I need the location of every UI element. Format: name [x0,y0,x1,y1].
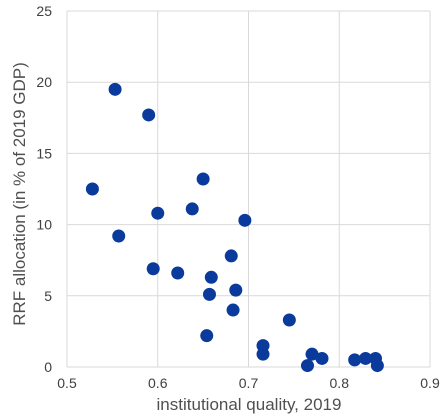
gridlines [66,10,431,368]
data-point [202,287,216,301]
data-point [229,283,243,297]
data-point [112,229,126,243]
x-tick-labels: 0.5 0.6 0.7 0.8 0.9 [57,375,440,391]
data-point [359,351,373,365]
data-point [85,182,99,196]
data-point [146,262,160,276]
x-tick-label: 0.7 [239,375,259,391]
data-point [224,249,238,263]
x-axis-title: institutional quality, 2019 [157,395,342,414]
data-point [185,202,199,216]
y-tick-label: 10 [36,217,52,233]
y-tick-label: 0 [44,359,52,375]
data-point [300,359,314,373]
data-point [282,313,296,327]
data-point [200,329,214,343]
data-points [85,82,384,373]
data-point [151,206,165,220]
y-tick-label: 15 [36,145,52,161]
data-point [370,359,384,373]
data-point [142,108,156,122]
data-point [315,351,329,365]
x-tick-label: 0.8 [330,375,350,391]
y-tick-label: 25 [36,3,52,19]
data-point [171,266,185,280]
data-point [108,82,122,96]
x-tick-label: 0.5 [57,375,77,391]
data-point [196,172,210,186]
data-point [204,270,218,284]
data-point [226,303,240,317]
x-tick-label: 0.6 [148,375,168,391]
data-point [348,353,362,367]
data-point [256,347,270,361]
data-point [238,213,252,227]
y-axis-title: RRF allocation (in % of 2019 GDP) [10,62,29,326]
y-tick-label: 20 [36,74,52,90]
y-tick-label: 5 [44,288,52,304]
y-tick-labels: 0 5 10 15 20 25 [36,3,52,375]
x-tick-label: 0.9 [420,375,440,391]
data-point [305,347,319,361]
